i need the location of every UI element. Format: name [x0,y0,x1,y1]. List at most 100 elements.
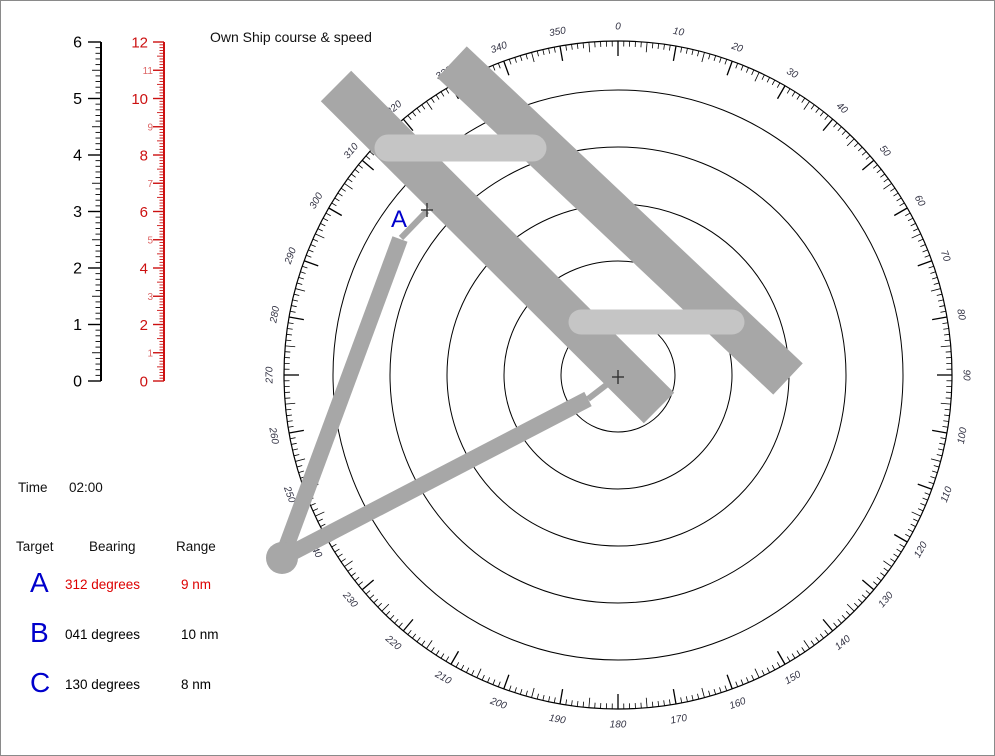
bearing-tick [685,696,688,702]
bearing-tick [576,43,579,49]
bearing-tick [328,207,343,217]
bearing-tick [861,579,875,591]
bearing-tick [685,48,688,54]
bearing-tick [471,670,475,676]
bearing-tick [651,701,654,708]
table-row-target-c[interactable]: C 130 degrees 8 nm [1,667,261,707]
table-header-range: Range [176,539,216,554]
bearing-tick [719,687,722,693]
bearing-tick [846,138,855,147]
bearing-tick [503,60,510,76]
bearing-tick [880,572,885,577]
bearing-tick [815,637,820,642]
bearing-tick [939,305,945,308]
bearing-tick [416,108,421,113]
bearing-tick [936,293,943,296]
bearing-label: 60 [912,193,927,209]
bearing-tick [905,533,911,538]
time-value: 02:00 [69,480,103,495]
bearing-tick [466,667,470,673]
bearing-tick [819,111,824,117]
scale-label: 5 [147,235,153,246]
bearing-tick [933,465,940,468]
bearing-tick [907,217,914,222]
bearing-tick [841,614,847,620]
bearing-tick [426,640,433,649]
bearing-tick [893,553,899,558]
bearing-tick [815,108,820,113]
table-row-target-b[interactable]: B 041 degrees 10 nm [1,617,261,657]
table-row-target-a[interactable]: A 312 degrees 9 nm [1,567,261,607]
bearing-tick [565,699,568,705]
bearing-tick [697,693,700,700]
bearing-tick [426,101,433,110]
bearing-label: 30 [784,66,800,81]
bearing-tick [672,45,677,61]
bearing-tick [508,59,512,65]
bearing-tick [861,159,875,171]
target-a-plot-label: A [391,206,407,233]
bearing-tick [291,305,297,308]
bearing-tick [519,55,523,61]
bearing-tick [398,622,403,628]
bearing-tick [542,694,545,701]
bearing-tick [497,63,501,69]
bearing-tick [347,567,353,572]
bearing-tick [801,97,806,103]
bearing-tick [920,502,926,506]
bearing-tick [288,425,294,428]
vector-origin-cap[interactable] [266,542,298,574]
bearing-tick [310,502,316,506]
bearing-tick [745,67,749,73]
bearing-label: 160 [728,696,748,712]
bearing-tick [373,598,379,604]
bearing-label: 130 [877,590,896,610]
bearing-tick [306,254,312,258]
bearing-tick [791,653,796,659]
bearing-label: 0 [615,22,621,33]
bearing-tick [492,679,496,685]
bearing-tick [292,299,299,302]
bearing-tick [771,664,776,671]
bearing-tick [291,442,297,445]
target-a-track[interactable] [274,236,408,561]
bearing-tick [285,408,292,411]
bearing-tick [920,244,926,248]
bearing-tick [917,238,924,242]
bearing-tick [325,212,331,217]
vector-tip[interactable] [586,376,616,402]
bearing-tick [791,91,796,97]
bearing-tick [394,618,399,624]
bearing-tick [910,223,916,227]
bearing-tick [286,414,292,417]
highlight-strokes[interactable] [374,134,745,335]
bearing-tick [292,448,299,451]
bearing-tick [708,690,711,697]
bearing-tick [890,187,896,192]
bearing-tick [913,228,919,232]
bearing-tick [726,674,733,690]
bearing-tick [865,590,871,595]
bearing-tick [542,49,545,56]
scale-label: 2 [140,317,148,334]
bearing-tick [548,696,551,702]
distance-scale-black: 0 1 2 3 4 5 6 [73,35,102,391]
bearing-tick [525,53,528,60]
bearing-tick [905,212,911,217]
bearing-tick [837,618,842,624]
vector-tip[interactable] [398,208,430,241]
bearing-tick [645,42,648,53]
bearing-tick [922,497,928,501]
scale-label: 6 [73,35,82,52]
bearing-tick [893,192,899,197]
bearing-tick [932,316,948,321]
target-c-track[interactable] [278,391,592,566]
bearing-tick [287,328,293,330]
bearing-tick [559,45,564,61]
bearing-tick [913,518,919,522]
bearing-tick [286,333,292,336]
bearing-tick [312,238,319,242]
bearing-tick [726,60,733,76]
bearing-tick [917,508,924,512]
